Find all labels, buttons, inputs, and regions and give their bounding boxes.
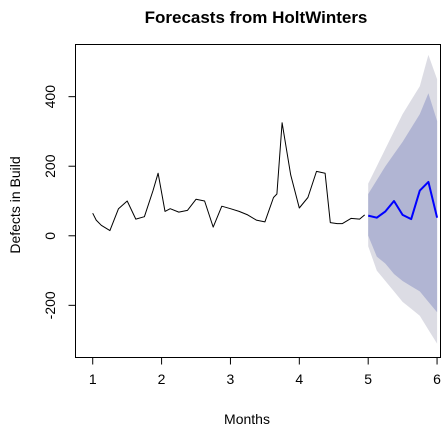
observed-line [92,122,366,232]
x-tick-label: 5 [364,371,372,387]
y-tick-label: 200 [42,154,58,178]
y-axis-label: Defects in Build [7,156,23,253]
x-tick-label: 6 [433,371,441,387]
series-lines [92,122,439,232]
x-axis: 1 2 3 4 5 6 [89,357,441,387]
x-tick-label: 4 [295,371,303,387]
chart-title: Forecasts from HoltWinters [145,8,368,27]
x-tick-label: 3 [227,371,235,387]
y-tick-label: 0 [42,232,58,240]
interval-80-band [368,93,438,313]
prediction-intervals [368,54,438,344]
x-tick-label: 1 [89,371,97,387]
y-tick-label: 400 [42,85,58,109]
y-tick-label: -200 [42,291,58,319]
x-axis-label: Months [224,411,270,427]
y-axis: -200 0 200 400 [42,85,76,319]
x-tick-label: 2 [158,371,166,387]
forecast-line [367,180,439,221]
